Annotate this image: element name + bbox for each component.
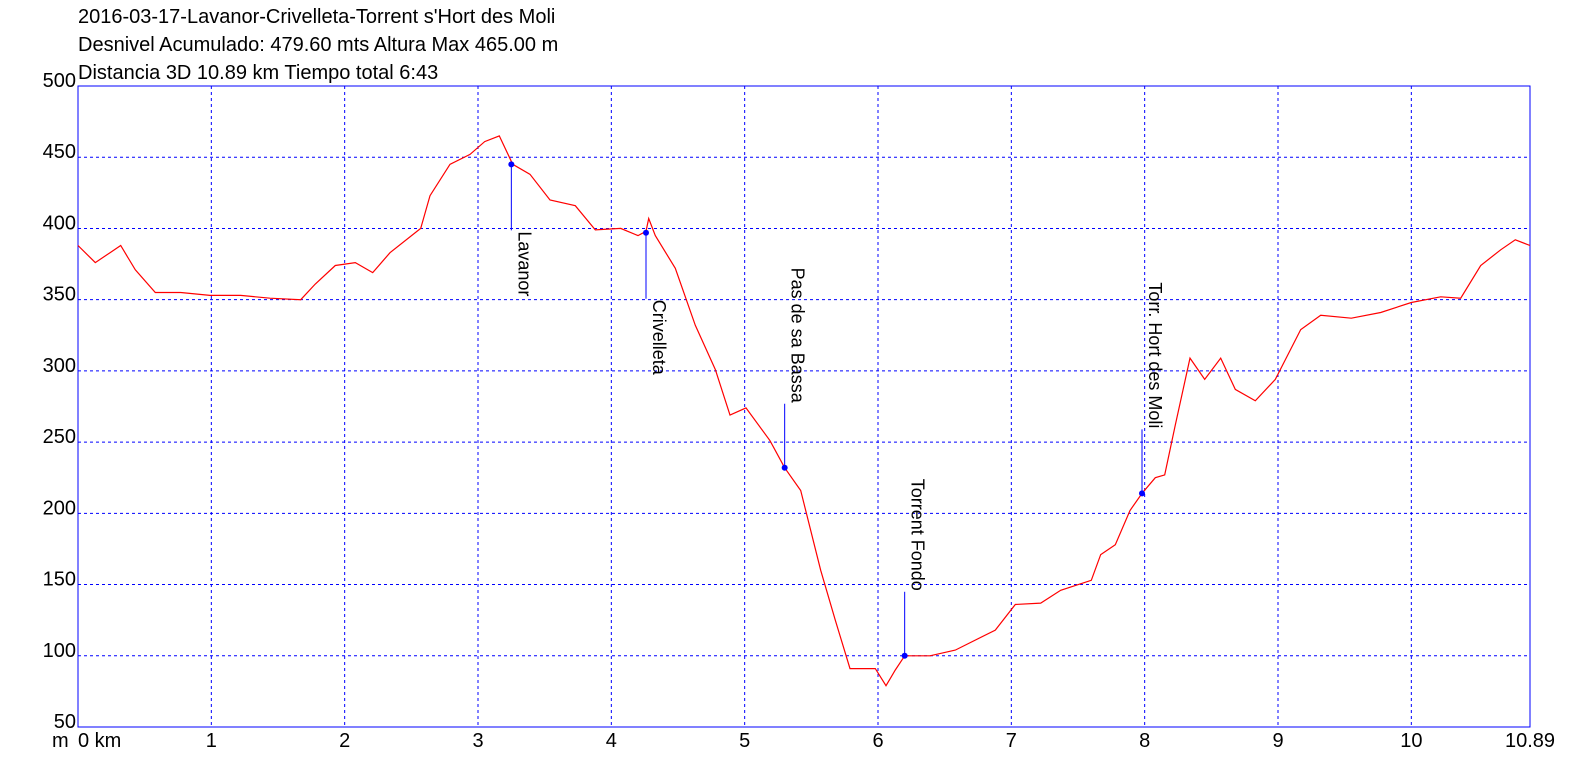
x-tick-label: 7 <box>1006 730 1017 752</box>
title-line: 2016-03-17-Lavanor-Crivelleta-Torrent s'… <box>78 6 555 28</box>
y-tick-label: 500 <box>43 70 76 92</box>
x-tick-label: 4 <box>606 730 617 752</box>
plot-border <box>77 85 1531 728</box>
x-tick-label: 10 <box>1400 730 1422 752</box>
title-line: Desnivel Acumulado: 479.60 mts Altura Ma… <box>78 34 558 56</box>
x-tick-label: 6 <box>872 730 883 752</box>
waypoint-label: Lavanor <box>514 231 534 296</box>
y-tick-label: 50 <box>54 711 76 733</box>
y-tick-label: 450 <box>43 141 76 163</box>
y-tick-label: 100 <box>43 640 76 662</box>
y-tick-label: 300 <box>43 355 76 377</box>
waypoint-label: Torrent Fondo <box>908 479 928 591</box>
y-tick-label: 350 <box>43 284 76 306</box>
x-tick-label: 9 <box>1272 730 1283 752</box>
y-tick-label: 250 <box>43 426 76 448</box>
waypoint-marker <box>1139 490 1145 497</box>
waypoint-label: Torr. Hort des Moli <box>1145 282 1165 428</box>
x-tick-label: 2 <box>339 730 350 752</box>
x-tick-label: 0 km <box>78 730 121 752</box>
x-tick-label: 3 <box>472 730 483 752</box>
x-tick-label: 1 <box>206 730 217 752</box>
y-tick-label: 400 <box>43 212 76 234</box>
waypoint-marker <box>508 161 515 168</box>
waypoint-marker <box>781 464 788 471</box>
y-unit-label: m <box>52 730 69 752</box>
waypoint-label: Pas de sa Bassa <box>788 268 808 404</box>
x-tick-label: 8 <box>1139 730 1150 752</box>
x-tick-label: 10.89 <box>1505 730 1555 752</box>
waypoint-marker <box>643 229 649 236</box>
y-tick-label: 200 <box>43 497 76 519</box>
waypoint-label: Crivelleta <box>649 300 669 376</box>
y-tick-label: 150 <box>43 569 76 591</box>
x-tick-label: 5 <box>739 730 750 752</box>
waypoint-marker <box>901 652 908 659</box>
elevation-line <box>77 135 1531 687</box>
title-line: Distancia 3D 10.89 km Tiempo total 6:43 <box>78 62 438 84</box>
